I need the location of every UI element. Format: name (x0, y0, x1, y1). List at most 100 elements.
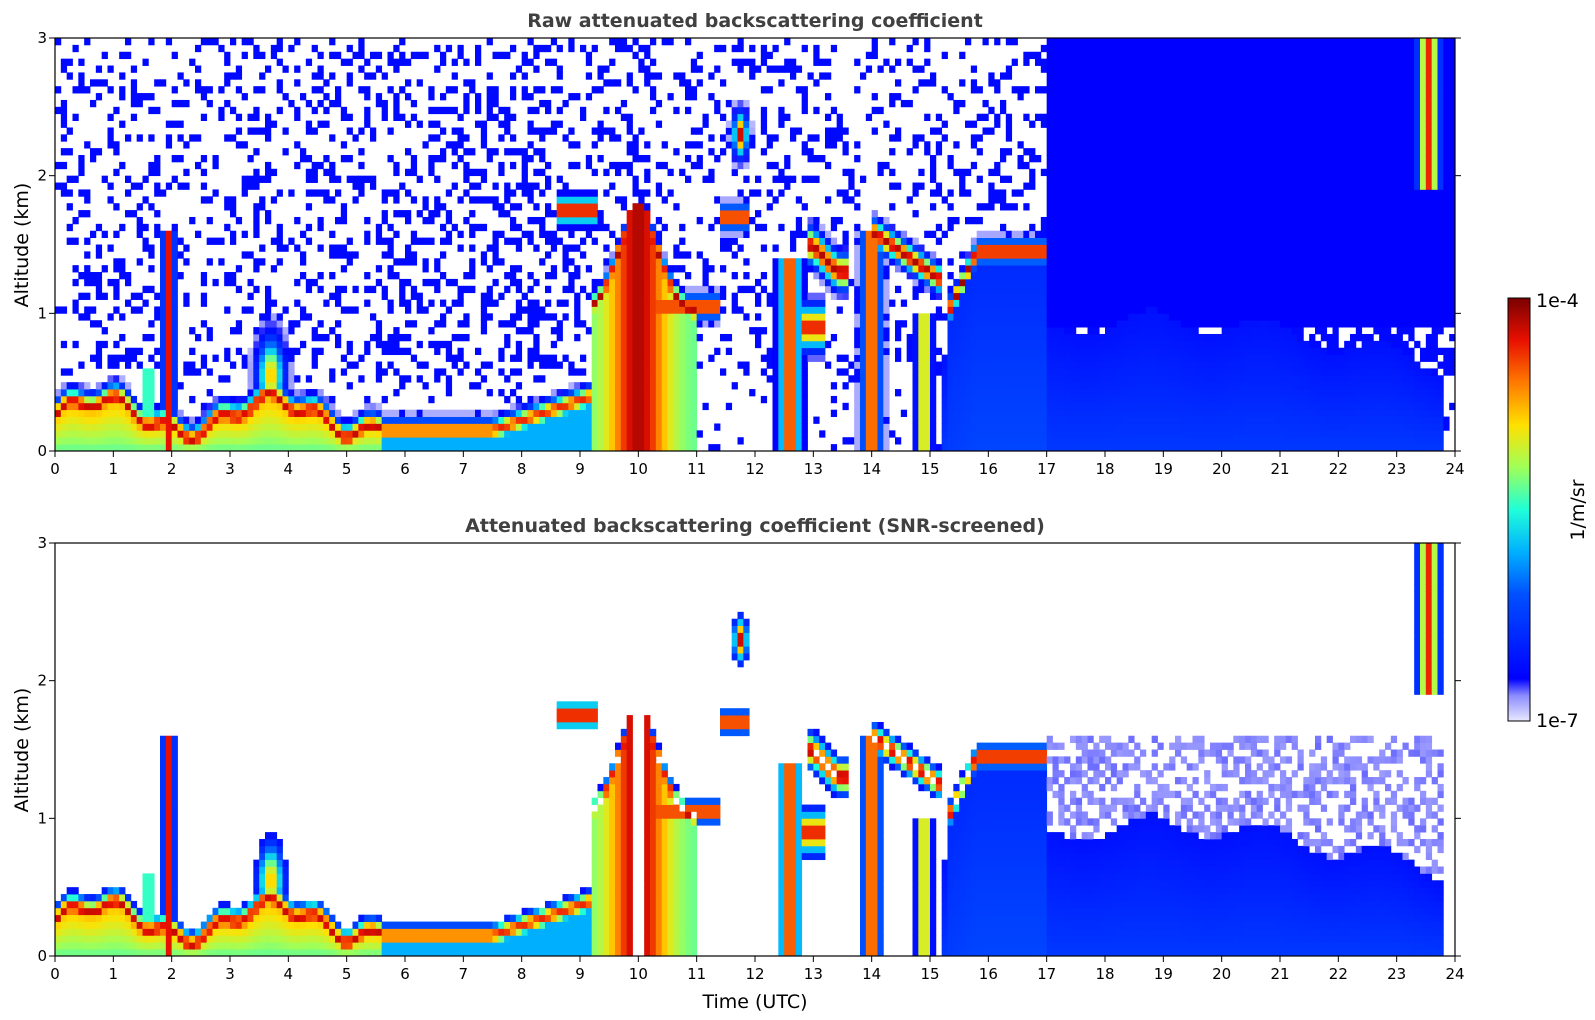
heatmap-cell (1075, 395, 1083, 404)
heatmap-cell (731, 120, 738, 128)
heatmap-cell (790, 368, 797, 376)
heatmap-cell (160, 230, 167, 239)
heatmap-cell (696, 51, 703, 60)
heatmap-cell (615, 409, 622, 417)
heatmap-cell (638, 299, 645, 307)
heatmap-cell (212, 423, 219, 431)
heatmap-cell (650, 327, 657, 335)
heatmap-cell (230, 106, 237, 115)
heatmap-cell (78, 292, 85, 300)
heatmap-cell (235, 327, 243, 335)
heatmap-cell (253, 340, 260, 349)
heatmap-cell (865, 416, 873, 424)
heatmap-cell (1005, 382, 1013, 390)
heatmap-cell (311, 189, 318, 197)
heatmap-cell (580, 354, 587, 362)
heatmap-cell (620, 437, 628, 445)
heatmap-cell (970, 395, 978, 404)
heatmap-cell (533, 216, 540, 225)
heatmap-cell (959, 168, 966, 177)
heatmap-cell (655, 375, 663, 383)
heatmap-cell (1081, 423, 1088, 431)
heatmap-cell (1070, 244, 1077, 252)
heatmap-cell (673, 203, 680, 211)
heatmap-cell (1081, 168, 1088, 177)
heatmap-cell (259, 444, 266, 451)
heatmap-cell (1017, 333, 1024, 342)
heatmap-cell (597, 210, 604, 218)
heatmap-cell (801, 230, 808, 239)
heatmap-cell (848, 168, 855, 177)
heatmap-cell (918, 134, 925, 142)
heatmap-cell (895, 333, 902, 342)
heatmap-cell (865, 306, 873, 314)
heatmap-cell (492, 423, 499, 431)
heatmap-cell (900, 258, 908, 266)
heatmap-cell (486, 389, 493, 397)
heatmap-cell (428, 437, 435, 445)
heatmap-cell (1017, 409, 1024, 417)
heatmap-cell (626, 423, 633, 431)
heatmap-cell (679, 265, 686, 273)
heatmap-cell (854, 382, 861, 390)
heatmap-cell (982, 430, 989, 438)
heatmap-cell (603, 244, 610, 252)
heatmap-cell (241, 430, 248, 438)
heatmap-cell (562, 395, 569, 404)
heatmap-cell (620, 237, 628, 245)
heatmap-cell (825, 141, 832, 149)
heatmap-cell (591, 168, 598, 177)
heatmap-cell (609, 444, 616, 451)
heatmap-cell (871, 251, 878, 259)
heatmap-cell (311, 347, 318, 356)
heatmap-cell (486, 430, 493, 438)
heatmap-cell (335, 416, 342, 424)
heatmap-cell (1011, 444, 1018, 451)
heatmap-cell (1058, 134, 1065, 142)
heatmap-cell (533, 306, 540, 314)
heatmap-cell (78, 409, 85, 417)
heatmap-cell (480, 258, 488, 266)
heatmap-cell (580, 423, 587, 431)
heatmap-cell (994, 327, 1001, 335)
heatmap-cell (84, 38, 91, 46)
heatmap-cell (381, 347, 388, 356)
heatmap-cell (1064, 44, 1071, 53)
heatmap-cell (160, 285, 167, 294)
heatmap-cell (976, 203, 983, 211)
heatmap-cell (311, 389, 318, 397)
heatmap-cell (632, 292, 639, 300)
heatmap-cell (428, 299, 435, 307)
heatmap-cell (311, 437, 318, 445)
heatmap-cell (1040, 333, 1048, 342)
heatmap-cell (445, 237, 453, 245)
heatmap-cell (737, 65, 744, 73)
heatmap-cell (947, 272, 954, 280)
heatmap-cell (457, 196, 464, 204)
heatmap-cell (1081, 127, 1088, 135)
heatmap-cell (457, 299, 464, 307)
heatmap-cell (364, 272, 371, 280)
heatmap-cell (451, 333, 458, 342)
heatmap-cell (801, 278, 808, 287)
heatmap-cell (959, 272, 966, 280)
heatmap-cell (230, 134, 237, 142)
heatmap-cell (1046, 402, 1053, 411)
heatmap-cell (988, 327, 995, 335)
heatmap-cell (410, 258, 418, 266)
heatmap-cell (101, 437, 108, 445)
heatmap-cell (632, 237, 639, 245)
heatmap-cell (60, 402, 68, 411)
heatmap-cell (142, 437, 149, 445)
heatmap-cell (486, 437, 493, 445)
heatmap-cell (1064, 93, 1071, 101)
heatmap-cell (854, 223, 861, 232)
heatmap-cell (241, 437, 248, 445)
heatmap-cell (813, 51, 820, 60)
heatmap-cell (55, 86, 62, 94)
heatmap-cell (445, 437, 453, 445)
heatmap-cell (1040, 113, 1048, 121)
heatmap-cell (270, 120, 278, 128)
heatmap-cell (562, 444, 569, 451)
heatmap-cell (60, 161, 68, 170)
